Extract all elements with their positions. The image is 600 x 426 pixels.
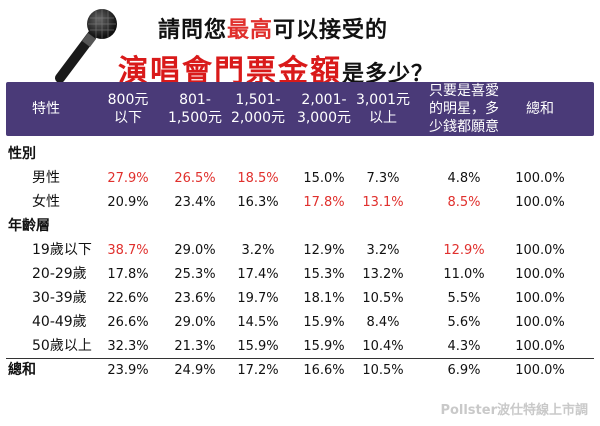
table-cell: 100.0% <box>515 339 565 354</box>
table-row: 20-29歲 17.8% 25.3% 17.4% 15.3% 13.2% 11.0% 100.… <box>6 263 594 286</box>
table-cell: 22.6% <box>107 291 149 306</box>
table-row: 男性 27.9% 26.5% 18.5% 15.0% 7.3% 4.8% 100.0% <box>6 167 594 190</box>
row-label: 20-29歲 <box>32 266 87 282</box>
table-cell: 29.0% <box>174 315 216 330</box>
title-suffix: 可以接受的 <box>273 18 389 43</box>
row-label: 30-39歲 <box>32 290 87 306</box>
table-row: 女性 20.9% 23.4% 16.3% 17.8% 13.1% 8.5% 100.0% <box>6 191 594 214</box>
table-cell: 100.0% <box>515 363 565 378</box>
table-cell: 3.2% <box>366 243 400 258</box>
table-cell: 17.2% <box>237 363 279 378</box>
table-row: 19歲以下 38.7% 29.0% 3.2% 12.9% 3.2% 12.9% 100.0% <box>6 239 594 262</box>
table-cell: 21.3% <box>174 339 216 354</box>
microphone-icon <box>55 9 117 82</box>
row-label: 年齡層 <box>8 218 50 234</box>
header-col-4: 2,001- 3,000元 <box>296 92 352 126</box>
table-cell: 100.0% <box>515 267 565 282</box>
table-cell: 16.3% <box>237 195 279 210</box>
table-cell: 4.8% <box>447 171 481 186</box>
total-row: 總和 23.9% 24.9% 17.2% 16.6% 10.5% 6.9% 100.0% <box>6 359 594 382</box>
table-cell: 100.0% <box>515 243 565 258</box>
table-cell: 19.7% <box>237 291 279 306</box>
header-col-3: 1,501- 2,000元 <box>230 92 286 126</box>
table-cell: 23.9% <box>107 363 149 378</box>
table-cell: 100.0% <box>515 171 565 186</box>
row-label: 性別 <box>8 146 36 162</box>
table-cell: 15.9% <box>303 339 345 354</box>
row-label: 19歲以下 <box>32 242 92 258</box>
table-cell: 26.6% <box>107 315 149 330</box>
table-cell: 5.6% <box>447 315 481 330</box>
table-cell: 100.0% <box>515 195 565 210</box>
table-cell: 20.9% <box>107 195 149 210</box>
header-col-1: 800元 以下 <box>107 92 149 126</box>
table-cell: 13.2% <box>362 267 404 282</box>
table-cell: 100.0% <box>515 291 565 306</box>
table-cell: 6.9% <box>447 363 481 378</box>
row-label: 50歲以上 <box>32 338 92 354</box>
table-cell: 17.4% <box>237 267 279 282</box>
table-cell: 26.5% <box>174 171 216 186</box>
table-cell: 5.5% <box>447 291 481 306</box>
row-label: 總和 <box>8 362 36 378</box>
table-cell: 17.8% <box>303 195 345 210</box>
table-cell: 15.9% <box>237 339 279 354</box>
row-label: 40-49歲 <box>32 314 87 330</box>
table-cell: 10.5% <box>362 363 404 378</box>
table-cell: 25.3% <box>174 267 216 282</box>
title-highlight: 最高 <box>227 18 274 43</box>
table-cell: 23.6% <box>174 291 216 306</box>
table-cell: 17.8% <box>107 267 149 282</box>
table-cell: 8.5% <box>447 195 481 210</box>
table-row: 30-39歲 22.6% 23.6% 19.7% 18.1% 10.5% 5.5% 100.0… <box>6 287 594 310</box>
header-col-5: 3,001元 以上 <box>355 92 411 126</box>
table-cell: 16.6% <box>303 363 345 378</box>
table-cell: 11.0% <box>443 267 485 282</box>
table-cell: 23.4% <box>174 195 216 210</box>
table-cell: 14.5% <box>237 315 279 330</box>
total-divider <box>6 358 594 359</box>
table-cell: 32.3% <box>107 339 149 354</box>
table-cell: 29.0% <box>174 243 216 258</box>
section-header: 性別 <box>6 143 594 166</box>
table-cell: 15.3% <box>303 267 345 282</box>
row-label: 女性 <box>32 194 60 210</box>
header-col-6: 只要是喜愛 的明星，多 少錢都願意 <box>429 83 499 135</box>
table-cell: 38.7% <box>107 243 149 258</box>
header-col-0: 特性 <box>32 101 60 117</box>
table-cell: 18.5% <box>237 171 279 186</box>
title-line-1: 請問您最高可以接受的 <box>158 12 388 44</box>
footer-watermark: Pollster波仕特線上市調 <box>440 403 588 418</box>
table-cell: 10.4% <box>362 339 404 354</box>
table-cell: 4.3% <box>447 339 481 354</box>
table-cell: 100.0% <box>515 315 565 330</box>
section-header: 年齡層 <box>6 215 594 238</box>
table-cell: 12.9% <box>443 243 485 258</box>
title-prefix: 請問您 <box>158 18 228 43</box>
table-cell: 18.1% <box>303 291 345 306</box>
table-cell: 13.1% <box>362 195 404 210</box>
table-row: 40-49歲 26.6% 29.0% 14.5% 15.9% 8.4% 5.6% 100.0% <box>6 311 594 334</box>
table-header: 特性 800元 以下 801- 1,500元 1,501- 2,000元 2,001- … <box>6 82 594 136</box>
table-cell: 24.9% <box>174 363 216 378</box>
row-label: 男性 <box>32 170 60 186</box>
table-row: 50歲以上 32.3% 21.3% 15.9% 15.9% 10.4% 4.3% 100.0% <box>6 335 594 358</box>
table-cell: 10.5% <box>362 291 404 306</box>
header-col-2: 801- 1,500元 <box>167 92 223 126</box>
table-cell: 7.3% <box>366 171 400 186</box>
table-cell: 12.9% <box>303 243 345 258</box>
table-cell: 15.0% <box>303 171 345 186</box>
header-col-7: 總和 <box>526 101 554 117</box>
table-cell: 8.4% <box>366 315 400 330</box>
table-cell: 3.2% <box>241 243 275 258</box>
table-cell: 27.9% <box>107 171 149 186</box>
table-cell: 15.9% <box>303 315 345 330</box>
